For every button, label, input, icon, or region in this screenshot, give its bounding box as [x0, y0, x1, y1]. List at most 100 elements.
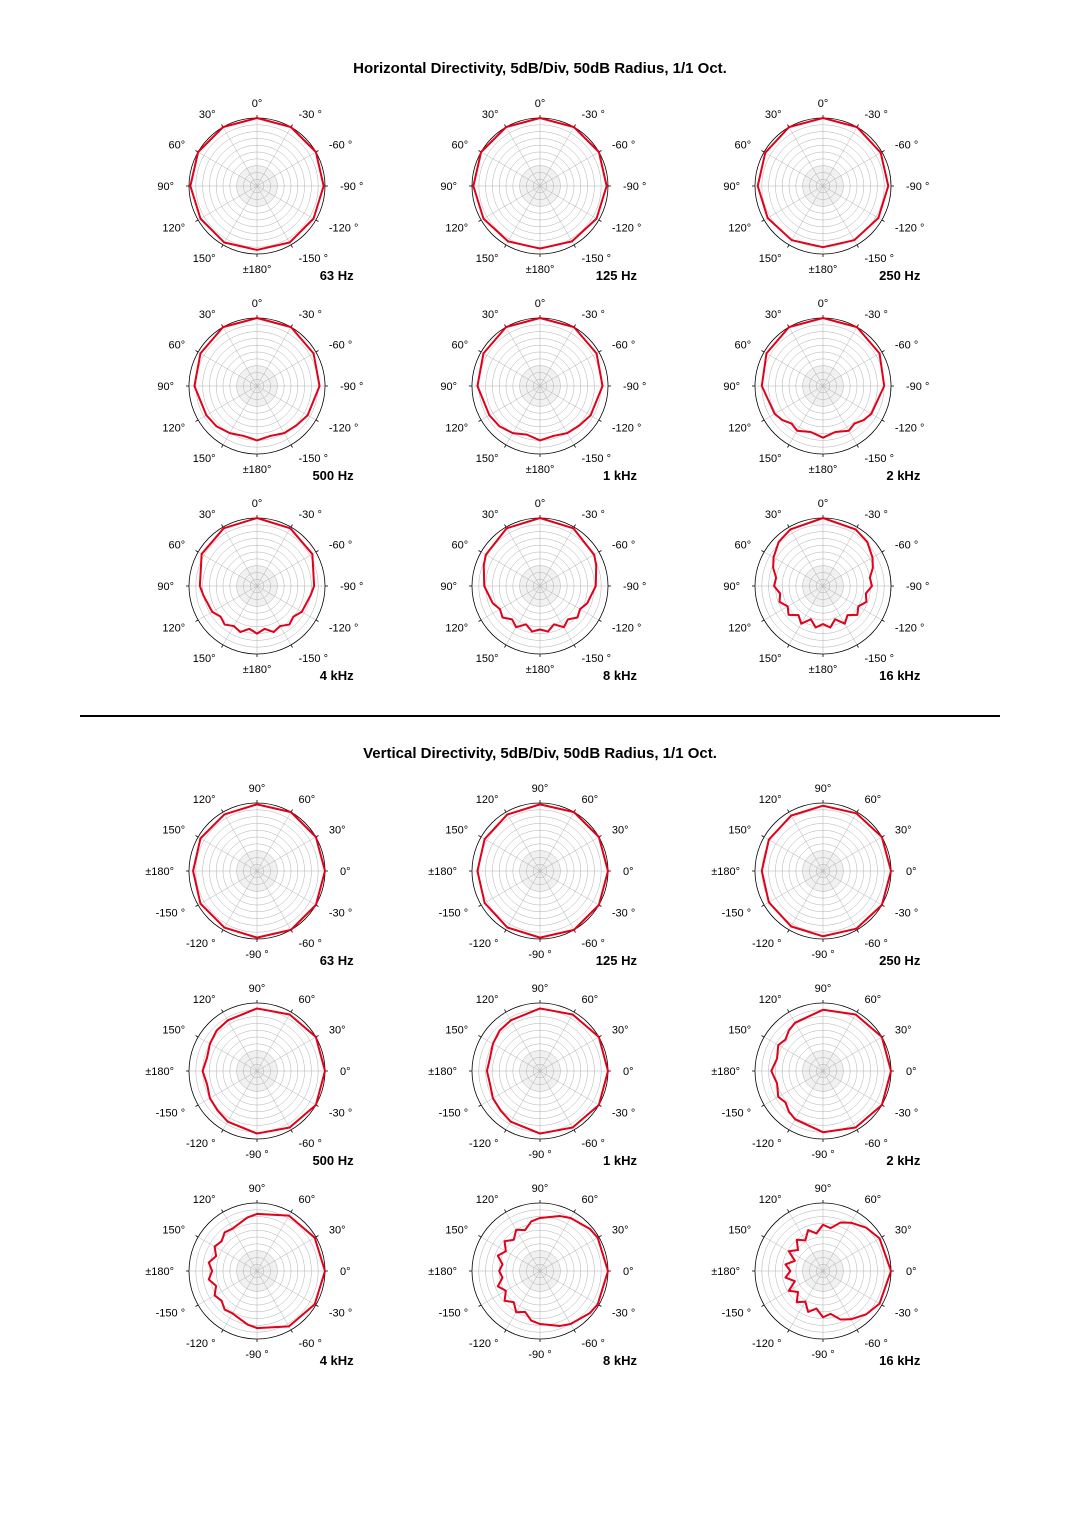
angle-label: -90 ° — [812, 1149, 835, 1161]
angle-label: -90 ° — [906, 181, 929, 193]
angle-label: 120° — [445, 623, 468, 635]
angle-label: -30 ° — [329, 1108, 352, 1120]
angle-label: 60° — [168, 540, 185, 552]
angle-label: 60° — [168, 340, 185, 352]
angle-label: -150 ° — [722, 1108, 751, 1120]
angle-label: -120 ° — [895, 423, 924, 435]
angle-label: -150 ° — [865, 653, 894, 665]
angle-label: -90 ° — [528, 1349, 551, 1361]
angle-label: -30 ° — [612, 1108, 635, 1120]
angle-label: -90 ° — [340, 381, 363, 393]
angle-label: ±180° — [428, 1066, 457, 1078]
angle-label: 0° — [340, 1266, 351, 1278]
angle-label: -30 ° — [865, 309, 888, 321]
angle-label: -150 ° — [298, 653, 327, 665]
freq-label: 125 Hz — [596, 953, 637, 968]
angle-label: -60 ° — [865, 1338, 888, 1350]
angle-label: 30° — [612, 1025, 629, 1037]
angle-label: 60° — [735, 140, 752, 152]
angle-label: 90° — [157, 381, 174, 393]
angle-label: 90° — [248, 1183, 265, 1195]
angle-label: ±180° — [809, 264, 838, 276]
angle-label: -60 ° — [329, 540, 352, 552]
angle-label: 90° — [724, 581, 741, 593]
angle-label: 120° — [192, 794, 215, 806]
angle-label: 120° — [759, 994, 782, 1006]
angle-label: ±180° — [145, 1066, 174, 1078]
angle-label: 30° — [765, 109, 782, 121]
angle-label: 0° — [251, 298, 262, 310]
angle-label: 30° — [895, 1225, 912, 1237]
angle-label: -60 ° — [895, 540, 918, 552]
angle-label: -120 ° — [612, 423, 641, 435]
angle-label: ±180° — [809, 464, 838, 476]
angle-label: ±180° — [145, 1266, 174, 1278]
angle-label: -90 ° — [623, 581, 646, 593]
polar-plot: 0°30°60°90°120°150°±180°-150 °-120 °-90 … — [142, 295, 372, 485]
angle-label: 120° — [445, 223, 468, 235]
polar-plot: 0°30°60°90°120°150°±180°-150 °-120 °-90 … — [708, 1180, 938, 1370]
angle-label: 150° — [759, 653, 782, 665]
angle-label: -90 ° — [245, 1149, 268, 1161]
angle-label: 0° — [818, 498, 829, 510]
polar-plot: 0°30°60°90°120°150°±180°-150 °-120 °-90 … — [425, 980, 655, 1170]
angle-label: -120 ° — [329, 223, 358, 235]
angle-label: -120 ° — [329, 623, 358, 635]
angle-label: ±180° — [242, 264, 271, 276]
angle-label: -120 ° — [469, 1138, 498, 1150]
angle-label: -120 ° — [186, 1138, 215, 1150]
angle-label: 30° — [199, 509, 216, 521]
angle-label: -150 ° — [155, 908, 184, 920]
angle-label: ±180° — [428, 1266, 457, 1278]
angle-label: 60° — [298, 1194, 315, 1206]
angle-label: -120 ° — [469, 938, 498, 950]
angle-label: 0° — [818, 298, 829, 310]
angle-label: 90° — [440, 181, 457, 193]
angle-label: -120 ° — [612, 223, 641, 235]
angle-label: 30° — [199, 109, 216, 121]
angle-label: 150° — [192, 253, 215, 265]
angle-label: -90 ° — [906, 381, 929, 393]
angle-label: -60 ° — [865, 1138, 888, 1150]
angle-label: 0° — [906, 1266, 917, 1278]
angle-label: 30° — [765, 309, 782, 321]
polar-plot: 0°30°60°90°120°150°±180°-150 °-120 °-90 … — [425, 1180, 655, 1370]
angle-label: 150° — [445, 1025, 468, 1037]
angle-label: 120° — [476, 994, 499, 1006]
angle-label: 30° — [329, 1025, 346, 1037]
angle-label: -120 ° — [895, 223, 924, 235]
angle-label: 150° — [476, 653, 499, 665]
angle-label: -60 ° — [612, 340, 635, 352]
angle-label: -150 ° — [298, 453, 327, 465]
angle-label: 0° — [340, 866, 351, 878]
polar-plot: 0°30°60°90°120°150°±180°-150 °-120 °-90 … — [708, 495, 938, 685]
angle-label: 90° — [440, 581, 457, 593]
angle-label: -90 ° — [340, 181, 363, 193]
angle-label: 60° — [298, 794, 315, 806]
angle-label: 0° — [906, 866, 917, 878]
angle-label: 30° — [329, 1225, 346, 1237]
angle-label: 120° — [476, 794, 499, 806]
freq-label: 8 kHz — [603, 668, 637, 683]
angle-label: 60° — [581, 1194, 598, 1206]
angle-label: -30 ° — [612, 1308, 635, 1320]
angle-label: 0° — [623, 1266, 634, 1278]
polar-plot: 0°30°60°90°120°150°±180°-150 °-120 °-90 … — [708, 980, 938, 1170]
angle-label: -120 ° — [752, 1338, 781, 1350]
angle-label: -30 ° — [298, 509, 321, 521]
angle-label: 120° — [162, 623, 185, 635]
angle-label: -30 ° — [298, 109, 321, 121]
angle-label: -150 ° — [298, 253, 327, 265]
angle-label: -90 ° — [623, 181, 646, 193]
angle-label: 60° — [451, 340, 468, 352]
angle-label: -30 ° — [298, 309, 321, 321]
angle-label: 90° — [248, 983, 265, 995]
angle-label: ±180° — [242, 664, 271, 676]
polar-plot: 0°30°60°90°120°150°±180°-150 °-120 °-90 … — [708, 95, 938, 285]
angle-label: -150 ° — [581, 253, 610, 265]
angle-label: -30 ° — [329, 908, 352, 920]
angle-label: -150 ° — [581, 453, 610, 465]
freq-label: 250 Hz — [879, 953, 920, 968]
angle-label: 120° — [729, 223, 752, 235]
angle-label: ±180° — [526, 664, 555, 676]
